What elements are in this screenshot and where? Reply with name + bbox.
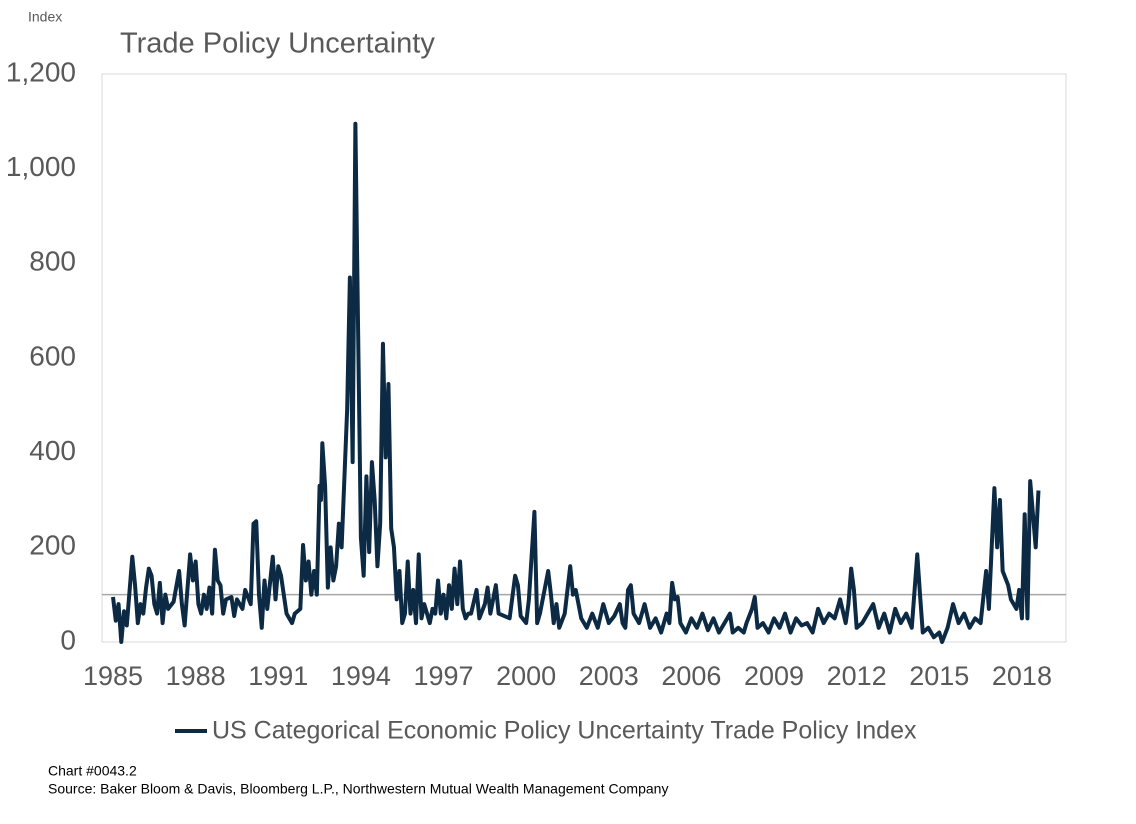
x-tick-label: 1997	[413, 661, 473, 691]
x-tick-label: 2000	[496, 661, 556, 691]
y-tick-label: 0	[60, 624, 76, 655]
x-tick-label: 1988	[166, 661, 226, 691]
x-tick-label: 2012	[827, 661, 887, 691]
y-tick-label: 600	[29, 340, 76, 371]
chart-title: Trade Policy Uncertainty	[120, 28, 435, 60]
unit-label: Index	[28, 9, 62, 25]
chart-note: Chart #0043.2	[48, 763, 137, 779]
chart-source: Source: Baker Bloom & Davis, Bloomberg L…	[48, 781, 668, 797]
y-tick-label: 1,200	[6, 56, 76, 87]
y-tick-label: 1,000	[6, 151, 76, 182]
plot-frame	[101, 73, 1067, 643]
x-tick-label: 2015	[909, 661, 969, 691]
x-tick-label: 2018	[992, 661, 1052, 691]
y-tick-label: 800	[29, 246, 76, 277]
x-tick-label: 2003	[579, 661, 639, 691]
x-tick-label: 1985	[83, 661, 143, 691]
data-line	[111, 121, 1041, 644]
x-tick-label: 2009	[744, 661, 804, 691]
legend-label: US Categorical Economic Policy Uncertain…	[212, 717, 917, 745]
y-tick-label: 400	[29, 435, 76, 466]
y-tick-label: 200	[29, 530, 76, 561]
x-tick-label: 1994	[331, 661, 391, 691]
x-tick-label: 2006	[661, 661, 721, 691]
x-tick-label: 1991	[248, 661, 308, 691]
